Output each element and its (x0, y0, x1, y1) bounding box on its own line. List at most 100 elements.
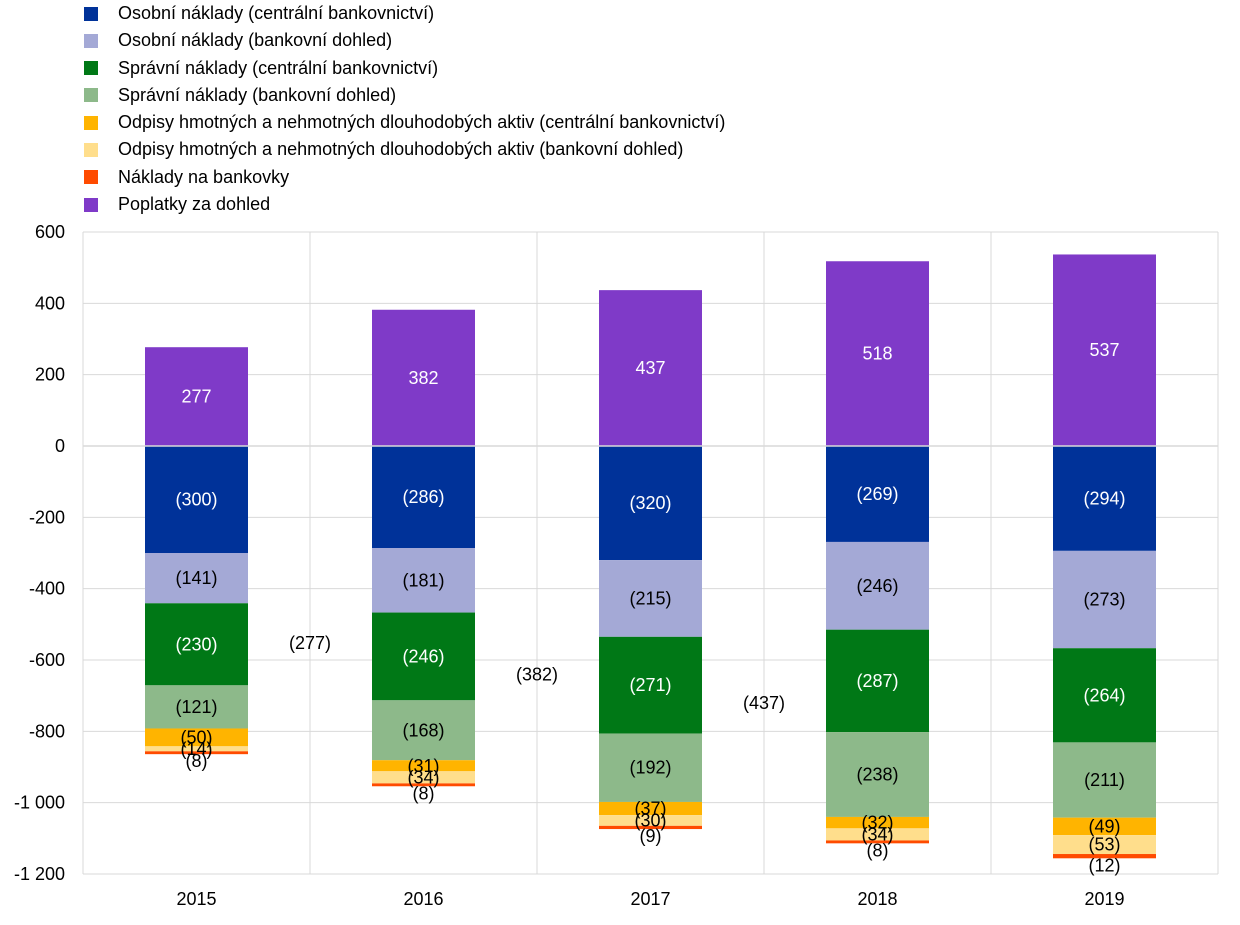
data-label: (230) (175, 634, 217, 654)
data-label: (192) (629, 758, 671, 778)
data-label: (300) (175, 490, 217, 510)
data-label: (141) (175, 568, 217, 588)
bar-segment (1053, 648, 1156, 743)
legend-label: Náklady na bankovky (118, 166, 290, 187)
bar-segment (599, 733, 702, 802)
data-label: 518 (862, 344, 892, 364)
data-label: (49) (1088, 816, 1120, 836)
y-tick-label: 600 (35, 222, 65, 242)
bar-segment (145, 446, 248, 553)
bar-segment (1053, 550, 1156, 649)
data-label: (246) (402, 646, 444, 666)
legend-swatch (84, 142, 98, 157)
data-label: (211) (1084, 770, 1125, 790)
legend-label: Odpisy hmotných a nehmotných dlouhodobýc… (118, 112, 726, 133)
bar-segment (145, 728, 248, 747)
data-label: (34) (861, 824, 893, 844)
data-label: (287) (856, 671, 898, 691)
y-tick-label: -800 (29, 721, 65, 741)
bar-segment (372, 446, 475, 549)
data-label: (34) (407, 767, 439, 787)
bar-segment (599, 446, 702, 561)
data-label: (14) (180, 739, 212, 759)
bar-segment (145, 685, 248, 729)
y-tick-label: 200 (35, 365, 65, 385)
data-label: (50) (180, 727, 212, 747)
data-label: 537 (1089, 340, 1119, 360)
bar-segment (372, 700, 475, 761)
bar-segment (372, 783, 475, 787)
bar-segment (826, 816, 929, 829)
bar-segment (826, 629, 929, 733)
annotation-label: (277) (289, 633, 331, 653)
annotation-label: (437) (743, 693, 785, 713)
data-label: (8) (413, 783, 435, 803)
bar-segment (599, 290, 702, 446)
bar-segment (599, 801, 702, 816)
legend-swatch (84, 88, 98, 103)
x-tick-label: 2018 (857, 889, 897, 909)
x-tick-label: 2017 (630, 889, 670, 909)
data-label: 437 (635, 358, 665, 378)
legend-label: Odpisy hmotných a nehmotných dlouhodobýc… (118, 139, 684, 160)
data-label: (181) (402, 570, 444, 590)
bar-segment (1053, 854, 1156, 859)
bar-segment (826, 828, 929, 841)
data-label: (286) (402, 487, 444, 507)
x-tick-label: 2015 (176, 889, 216, 909)
x-tick-label: 2019 (1084, 889, 1124, 909)
data-label: 382 (408, 368, 438, 388)
bar-segment (372, 760, 475, 772)
bar-segment (372, 548, 475, 613)
y-tick-label: 0 (55, 436, 65, 456)
bar-segment (826, 446, 929, 542)
data-label: (238) (856, 764, 898, 784)
legend-swatch (84, 6, 98, 21)
bar-segment (1053, 254, 1156, 446)
y-tick-label: -1 200 (14, 864, 65, 884)
data-label: (37) (634, 799, 666, 819)
bar-segment (145, 746, 248, 752)
data-label: (269) (856, 484, 898, 504)
bar-segment (1053, 835, 1156, 855)
y-tick-label: -600 (29, 650, 65, 670)
legend-label: Správní náklady (centrální bankovnictví) (118, 57, 439, 78)
bar-segment (145, 553, 248, 604)
y-tick-label: -200 (29, 507, 65, 527)
bar-segment (599, 636, 702, 734)
legend-label: Poplatky za dohled (118, 194, 271, 215)
bar-segment (599, 560, 702, 637)
bar-segment (145, 751, 248, 755)
data-label: (12) (1088, 855, 1120, 875)
data-label: (8) (186, 751, 208, 771)
data-label: (246) (856, 576, 898, 596)
data-label: (264) (1083, 685, 1125, 705)
bar-segment (145, 347, 248, 446)
bar-segment (826, 840, 929, 844)
data-label: (8) (867, 840, 889, 860)
data-label: (32) (861, 813, 893, 833)
data-label: (31) (407, 756, 439, 776)
y-tick-label: -400 (29, 579, 65, 599)
bar-segment (599, 815, 702, 826)
y-tick-label: 400 (35, 293, 65, 313)
bar-segment (1053, 817, 1156, 836)
data-label: (273) (1083, 590, 1125, 610)
annotation-label: (382) (516, 664, 558, 684)
data-label: (168) (402, 720, 444, 740)
legend-swatch (84, 33, 98, 48)
bar-segment (372, 612, 475, 701)
bar-segment (826, 732, 929, 817)
legend-swatch (84, 197, 98, 212)
data-label: (121) (175, 697, 217, 717)
bar-segment (145, 603, 248, 686)
legend-label: Osobní náklady (centrální bankovnictví) (118, 3, 435, 23)
x-tick-label: 2016 (403, 889, 443, 909)
data-label: (30) (634, 811, 666, 831)
y-tick-label: -1 000 (14, 793, 65, 813)
data-label: (320) (629, 493, 671, 513)
data-label: 277 (181, 387, 211, 407)
bar-segment (372, 309, 475, 446)
legend-swatch (84, 115, 98, 130)
